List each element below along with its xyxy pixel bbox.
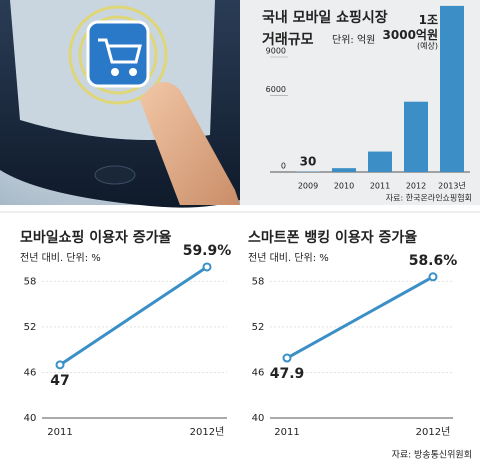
y-tick-label: 9000 bbox=[266, 47, 286, 56]
source: 자료: 한국온라인쇼핑협회 bbox=[386, 193, 472, 203]
line bbox=[59, 265, 208, 367]
subtitle: 단위: 억원 bbox=[332, 33, 375, 46]
x-tick-label: 2011 bbox=[274, 427, 299, 438]
x-tick-label: 2011 bbox=[370, 182, 390, 191]
point bbox=[202, 262, 212, 272]
photo bbox=[0, 0, 240, 208]
y-tick-label: 46 bbox=[252, 367, 265, 378]
x-tick-label: 2011 bbox=[47, 427, 72, 438]
y-tick-label: 58 bbox=[252, 276, 265, 287]
annotation: (예상) bbox=[417, 41, 438, 51]
point bbox=[55, 360, 65, 370]
y-tick-label: 6000 bbox=[266, 85, 286, 94]
y-tick-label: 52 bbox=[24, 322, 37, 333]
value-label: 30 bbox=[300, 155, 317, 169]
y-tick-label: 40 bbox=[252, 413, 265, 424]
bar bbox=[368, 151, 392, 172]
line bbox=[286, 275, 434, 360]
x-tick-label: 2012년 bbox=[416, 426, 451, 438]
bar bbox=[440, 5, 464, 173]
x-tick-label: 2010 bbox=[334, 182, 354, 191]
chart-title: 거래규모 bbox=[262, 32, 314, 48]
value-label: 58.6% bbox=[409, 253, 458, 269]
value-label: 59.9% bbox=[183, 243, 232, 259]
x-tick-label: 2012 bbox=[406, 182, 426, 191]
bar bbox=[404, 101, 428, 172]
y-tick-label: 46 bbox=[24, 367, 37, 378]
value-label: 47.9 bbox=[270, 366, 305, 382]
source: 자료: 방송통신위원회 bbox=[392, 450, 472, 461]
y-tick-label: 58 bbox=[24, 276, 37, 287]
x-tick-label: 2009 bbox=[298, 182, 318, 191]
chart-title: 스마트폰 뱅킹 이용자 증가율 bbox=[248, 229, 417, 246]
subtitle: 전년 대비. 단위: % bbox=[20, 251, 101, 264]
point bbox=[428, 272, 438, 282]
y-tick-label: 40 bbox=[24, 413, 37, 424]
x-tick-label: 2012년 bbox=[190, 426, 225, 438]
bar bbox=[332, 168, 356, 172]
x-tick-label: 2013년 bbox=[438, 181, 466, 191]
y-tick-label: 0 bbox=[281, 162, 286, 171]
value-label: 1조 3000억원 bbox=[383, 13, 438, 42]
chart-title: 국내 모바일 쇼핑시장 bbox=[262, 9, 388, 26]
chart-title: 모바일쇼핑 이용자 증가율 bbox=[20, 229, 172, 246]
subtitle: 전년 대비. 단위: % bbox=[248, 251, 329, 264]
point bbox=[282, 353, 292, 363]
y-tick-label: 52 bbox=[252, 322, 265, 333]
value-label: 47 bbox=[50, 373, 69, 389]
